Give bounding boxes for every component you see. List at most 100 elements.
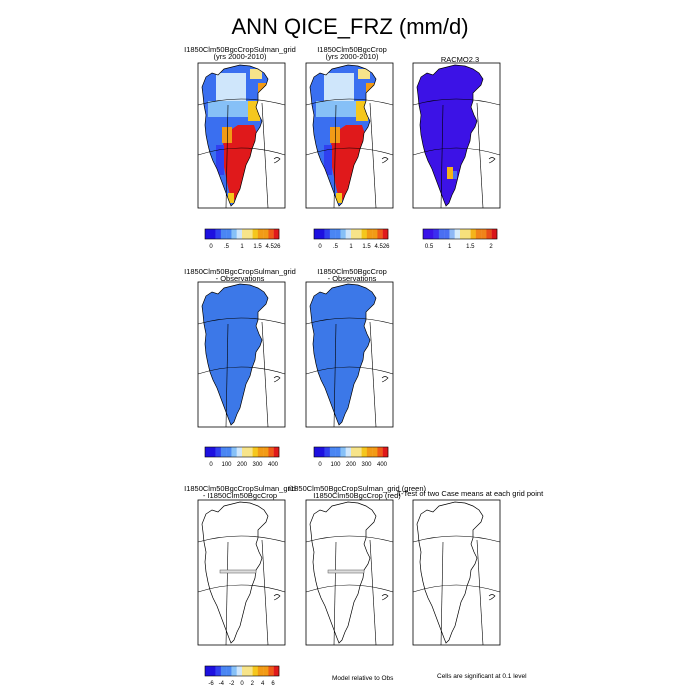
panel-6-title-line-1: I1850Clm50BgcCropSulman_grid [184,484,296,493]
colorbar-tick-label: 0 [209,244,213,250]
meridian-1 [333,104,337,209]
coast-squiggle [273,157,281,164]
colorbar-swatch [460,229,466,239]
colorbar-tick-label: 4.526 [374,244,390,250]
colorbar-swatch [444,229,450,239]
cell-blue-strip [324,145,332,175]
colorbar-swatch [486,229,492,239]
colorbar-swatch [319,447,325,457]
cell-lightyellow [358,69,370,79]
colorbar-swatch [247,229,253,239]
colorbar-frame [313,228,389,240]
colorbar-swatch [205,447,211,457]
map-frame [305,62,394,209]
colorbar-tick-label: -6 [208,681,214,687]
meridian-2 [261,102,269,209]
colorbar-swatch [273,666,280,676]
map-panel-3 [412,62,501,209]
colorbar-tick-label: 6 [271,681,275,687]
map-panel-2 [305,62,394,209]
colorbar-tick-label: 0 [240,681,244,687]
lat-line-1 [197,98,286,106]
colorbar-swatch [481,229,487,239]
colorbar-tick-label: 4 [261,681,265,687]
map-frame [412,499,501,646]
colorbar-swatch [329,229,336,239]
coast-squiggle [488,157,496,164]
lat-line-1 [197,317,286,325]
map-frame [305,281,394,428]
cell-light [324,73,354,101]
colorbar-tick-label: .5 [224,244,230,250]
colorbar-swatch [242,447,248,457]
ice-base [202,284,268,425]
colorbar-swatch [220,447,227,457]
cell-orange [258,83,268,97]
meridian-2 [476,539,484,646]
colorbar-swatch [252,447,259,457]
colorbar-swatch [345,229,352,239]
colorbar-swatch [351,229,357,239]
colorbar-panel-3: 0.5 1 1.5 2 [422,228,498,250]
lat-line-2 [305,366,394,375]
colorbar-tick-label: 1.5 [466,244,475,250]
meridian-2 [476,102,484,209]
lat-line-2 [197,584,286,593]
bar-artifact [219,569,257,574]
colorbar-swatch [428,229,434,239]
colorbar-swatch [268,447,274,457]
colorbar-panel-1: 0 .5 1 1.5 4.526 [204,228,281,250]
colorbar-swatch [372,447,378,457]
map-frame [412,62,501,209]
panel-1-title-line-1: I1850Clm50BgcCropSulman_grid [184,45,296,54]
colorbar-tick-label: 1 [240,244,244,250]
map-panel-1 [197,62,286,209]
colorbar-swatch [247,447,253,457]
meridian-1 [440,104,444,209]
lat-line-2 [305,147,394,156]
meridian-2 [261,321,269,428]
panel-3-title-line-1: RACMO2.3 [440,55,480,64]
colorbar-swatch [324,229,331,239]
colorbar-swatch [329,447,336,457]
map-panel-8 [412,499,501,646]
colorbar-swatch [220,666,227,676]
colorbar-swatch [257,229,264,239]
colorbar-swatch [210,229,216,239]
colorbar-swatch [475,229,482,239]
greenland-outline [416,501,484,644]
colorbar-swatch [351,447,357,457]
colorbar-frame [204,446,280,458]
meridian-1 [225,541,229,646]
meridian-2 [369,321,377,428]
colorbar-swatch [377,229,383,239]
cell-red [222,125,258,203]
colorbar-swatch [252,229,259,239]
ice-base [310,284,376,425]
colorbar-swatch [236,666,243,676]
cell-orange2 [222,127,232,143]
colorbar-swatch [257,666,264,676]
meridian-2 [261,539,269,646]
colorbar-swatch [319,229,325,239]
colorbar-swatch [220,229,227,239]
colorbar-swatch [210,666,216,676]
colorbar-swatch [449,229,455,239]
colorbar-swatch [356,447,362,457]
coast-squiggle [381,376,389,383]
colorbar-swatch [273,229,280,239]
panel-8-title-line-1: T-Test of two Case means at each grid po… [396,489,544,498]
cell-yellow [447,167,453,179]
colorbar-tick-label: 0 [318,462,322,468]
lat-line-1 [305,535,394,543]
colorbar-tick-label: 0 [209,462,213,468]
colorbar-swatch [356,229,362,239]
lat-line-1 [412,98,501,106]
cell-orange [366,83,376,97]
colorbar-swatch [324,447,331,457]
colorbar-swatch [454,229,461,239]
colorbar-tick-label: .5 [333,244,339,250]
colorbar-swatch [263,229,269,239]
map-panel-4 [197,281,286,428]
colorbar-swatch [226,229,232,239]
